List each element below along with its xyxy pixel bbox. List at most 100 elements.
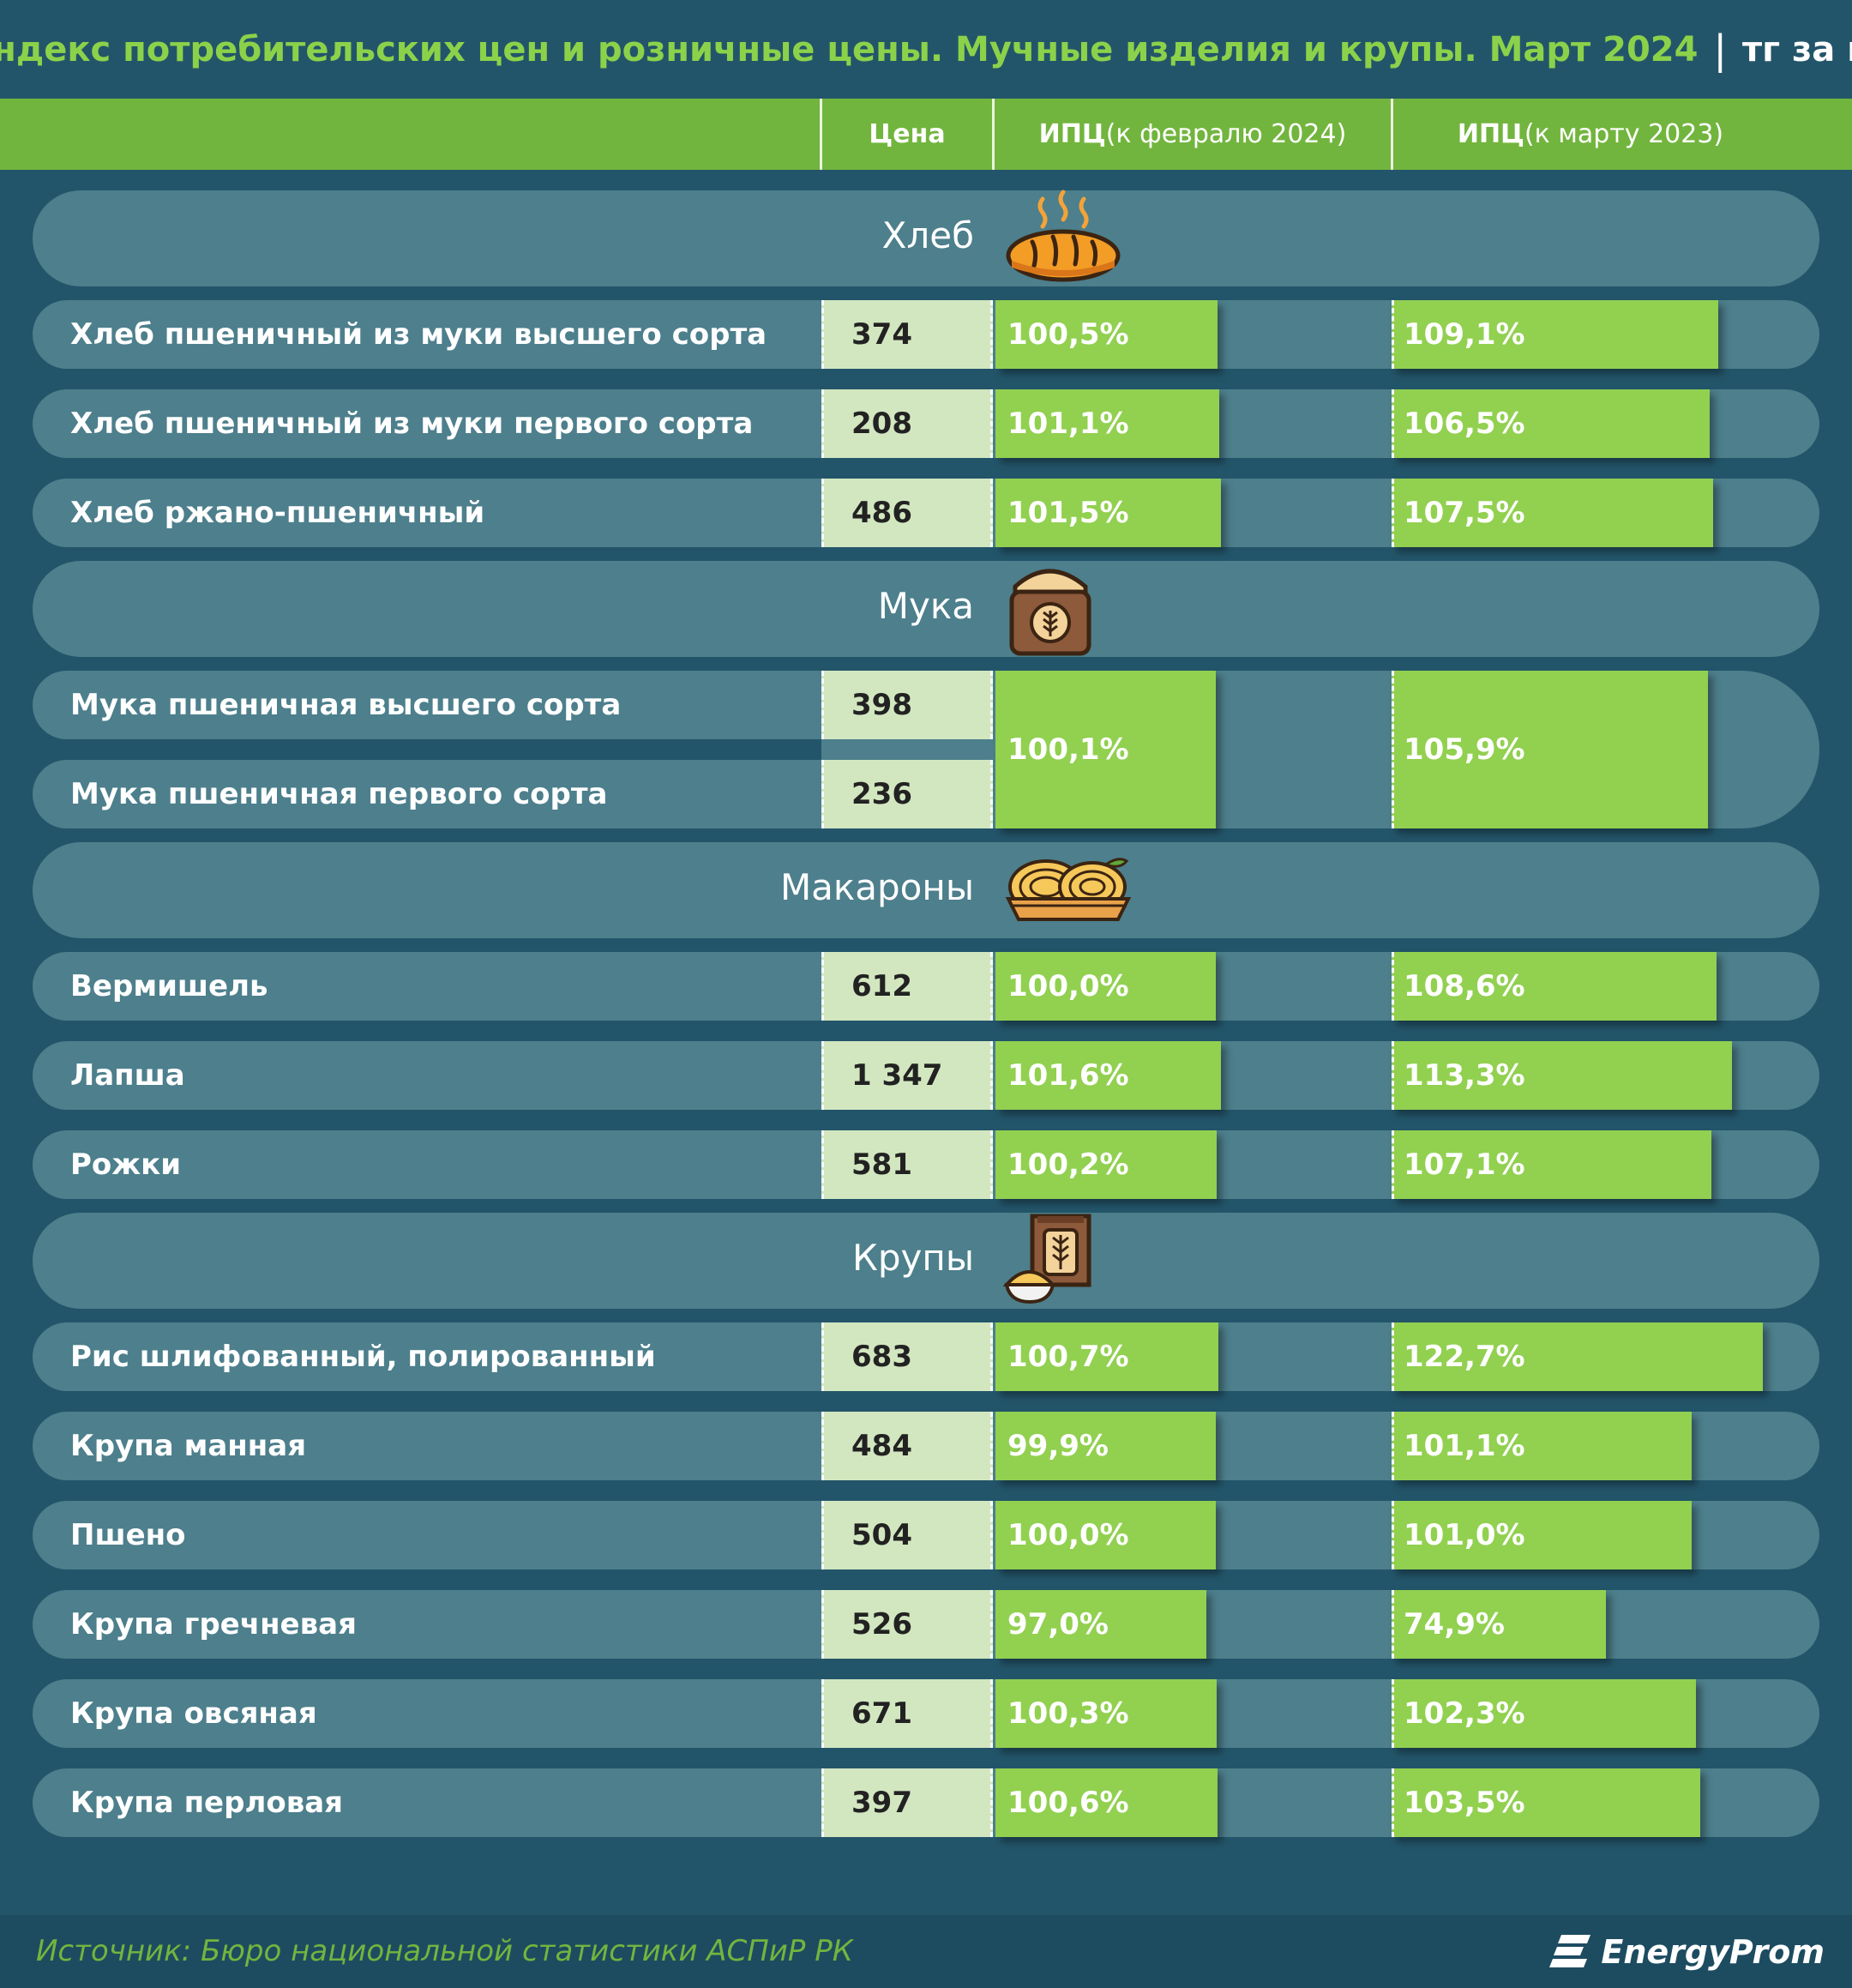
cpi-feb-bar xyxy=(995,1679,1218,1748)
row-label: Рис шлифованный, полированный xyxy=(70,1340,656,1374)
cpi-feb-bar xyxy=(995,1501,1217,1569)
header-cpi-mar-rest: (к марту 2023) xyxy=(1524,119,1724,149)
price-cell: 236 xyxy=(821,760,993,828)
cpi-mar-bar xyxy=(1392,1041,1733,1110)
cpi-mar-bar xyxy=(1392,300,1719,369)
category-label: Крупы xyxy=(852,1237,974,1279)
cpi-mar-bar xyxy=(1392,389,1711,458)
price-cell: 397 xyxy=(821,1768,993,1837)
cpi-feb-bar xyxy=(995,1041,1222,1110)
cpi-mar-bar xyxy=(1392,1412,1693,1480)
header-divider xyxy=(1391,99,1393,170)
price-cell: 581 xyxy=(821,1130,993,1199)
header-price: Цена xyxy=(869,119,946,149)
bread-icon xyxy=(1003,189,1123,286)
row-label: Лапша xyxy=(70,1058,185,1093)
cpi-mar-value: 105,9% xyxy=(1404,732,1525,767)
cpi-mar-value: 106,5% xyxy=(1404,407,1525,441)
cpi-feb-value: 99,9% xyxy=(1007,1429,1109,1463)
category-label: Мука xyxy=(877,585,974,627)
price-cell: 398 xyxy=(821,671,993,739)
header-cpi-mar-bold: ИПЦ xyxy=(1457,119,1524,149)
brand-logo: EnergyProm xyxy=(1549,1915,1825,1988)
cpi-feb-bar xyxy=(995,1768,1218,1837)
cpi-feb-bar xyxy=(995,479,1221,547)
cpi-mar-bar xyxy=(1392,952,1717,1021)
price-cell: 671 xyxy=(821,1679,993,1748)
header-cpi-feb: ИПЦ (к февралю 2024) xyxy=(995,99,1391,170)
category-header xyxy=(33,190,1819,286)
price-cell: 374 xyxy=(821,300,993,369)
cpi-feb-bar xyxy=(995,389,1220,458)
price-cell: 683 xyxy=(821,1322,993,1391)
row-label: Крупа гречневая xyxy=(70,1607,357,1642)
row-label: Мука пшеничная высшего сорта xyxy=(70,688,622,722)
source-note: Источник: Бюро национальной статистики А… xyxy=(36,1934,853,1968)
cpi-feb-bar xyxy=(995,1322,1218,1391)
table-row xyxy=(33,671,821,739)
table-row xyxy=(33,760,821,828)
category-label: Макароны xyxy=(779,866,974,908)
cpi-mar-value: 103,5% xyxy=(1404,1786,1525,1820)
category-header xyxy=(33,561,1819,657)
cpi-feb-value: 101,5% xyxy=(1007,496,1129,530)
price-cell: 612 xyxy=(821,952,993,1021)
header-cpi-feb-rest: (к февралю 2024) xyxy=(1105,119,1347,149)
cpi-mar-bar xyxy=(1392,1768,1700,1837)
cpi-feb-bar xyxy=(995,1412,1216,1480)
cpi-mar-value: 107,1% xyxy=(1404,1148,1525,1182)
cpi-mar-value: 122,7% xyxy=(1404,1340,1525,1374)
row-label: Вермишель xyxy=(70,969,268,1003)
cpi-mar-value: 102,3% xyxy=(1404,1696,1525,1731)
category-header xyxy=(33,1213,1819,1309)
cpi-mar-bar xyxy=(1392,671,1708,828)
cpi-mar-value: 101,0% xyxy=(1404,1518,1525,1552)
header-divider xyxy=(820,99,822,170)
energyprom-logo-icon xyxy=(1549,1934,1591,1967)
cpi-mar-value: 101,1% xyxy=(1404,1429,1525,1463)
price-cell: 486 xyxy=(821,479,993,547)
cpi-mar-value: 74,9% xyxy=(1404,1607,1505,1642)
cpi-table: Хлеб Хлеб пшеничный из муки высшего сорта… xyxy=(0,170,1852,1915)
cpi-mar-value: 108,6% xyxy=(1404,969,1525,1003)
cpi-feb-bar xyxy=(995,952,1217,1021)
title-main: Индекс потребительских цен и розничные ц… xyxy=(0,29,1699,69)
cpi-feb-value: 101,6% xyxy=(1007,1058,1129,1093)
price-cell: 1 347 xyxy=(821,1041,993,1110)
row-label: Рожки xyxy=(70,1148,182,1182)
row-label: Крупа манная xyxy=(70,1429,307,1463)
chart-title: Индекс потребительских цен и розничные ц… xyxy=(0,0,1852,99)
cpi-feb-bar xyxy=(995,1590,1206,1659)
price-cell: 208 xyxy=(821,389,993,458)
cpi-feb-value: 100,0% xyxy=(1007,1518,1129,1552)
cpi-feb-bar xyxy=(995,300,1218,369)
cpi-feb-value: 100,0% xyxy=(1007,969,1129,1003)
row-label: Хлеб ржано-пшеничный xyxy=(70,496,485,530)
cpi-mar-value: 109,1% xyxy=(1404,317,1525,352)
row-label: Крупа овсяная xyxy=(70,1696,317,1731)
cpi-mar-bar xyxy=(1392,1322,1764,1391)
title-separator: | xyxy=(1713,26,1727,73)
cpi-mar-bar xyxy=(1392,1130,1712,1199)
cpi-feb-value: 100,5% xyxy=(1007,317,1129,352)
row-label: Мука пшеничная первого сорта xyxy=(70,777,608,811)
header-cpi-feb-bold: ИПЦ xyxy=(1038,119,1106,149)
cpi-mar-bar xyxy=(1392,1679,1696,1748)
header-divider xyxy=(992,99,995,170)
flour-sack-icon xyxy=(1003,561,1097,660)
table-header: Цена ИПЦ (к февралю 2024) ИПЦ (к марту 2… xyxy=(0,99,1852,170)
pasta-bowl-icon xyxy=(1003,852,1132,933)
cpi-mar-value: 113,3% xyxy=(1404,1058,1525,1093)
category-header xyxy=(33,842,1819,938)
title-unit: тг за кг xyxy=(1741,29,1852,69)
grain-sack-icon xyxy=(1002,1211,1097,1310)
row-label: Пшено xyxy=(70,1518,186,1552)
header-cpi-mar: ИПЦ (к марту 2023) xyxy=(1393,99,1788,170)
row-label: Хлеб пшеничный из муки первого сорта xyxy=(70,407,754,441)
price-cell: 504 xyxy=(821,1501,993,1569)
row-label: Хлеб пшеничный из муки высшего сорта xyxy=(70,317,767,352)
cpi-feb-value: 100,2% xyxy=(1007,1148,1129,1182)
footer: Источник: Бюро национальной статистики А… xyxy=(0,1915,1852,1988)
cpi-feb-value: 100,3% xyxy=(1007,1696,1129,1731)
category-label: Хлеб xyxy=(881,214,974,256)
